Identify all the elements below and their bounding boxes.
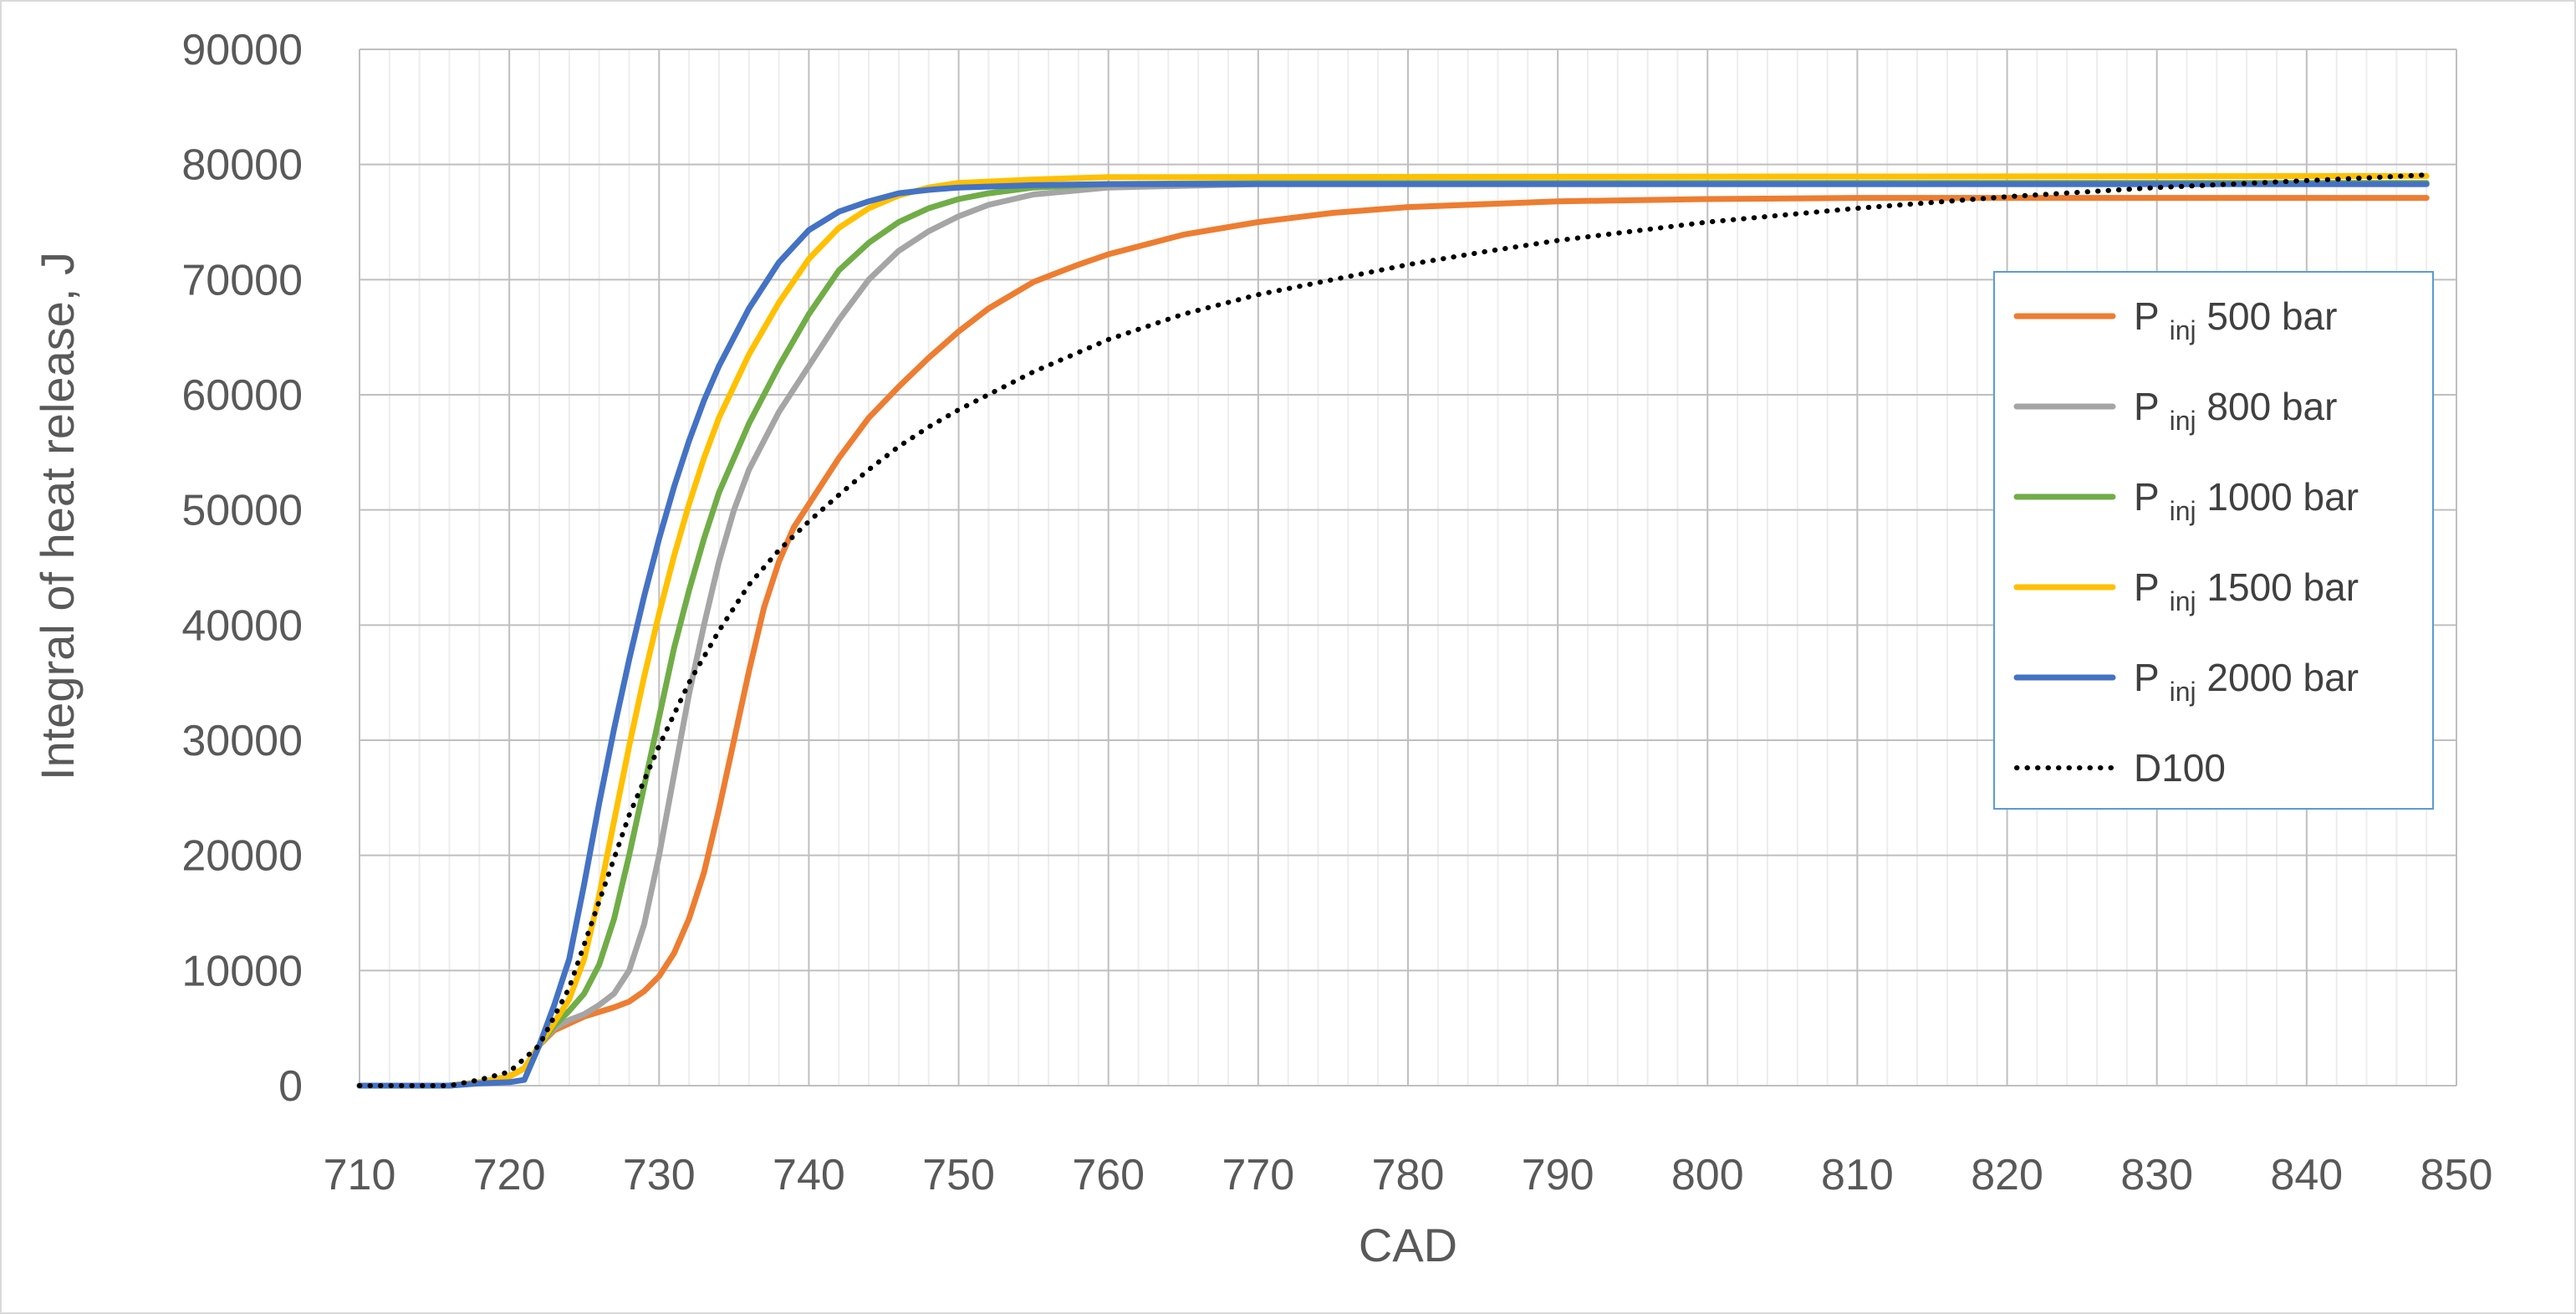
y-tick-label: 20000: [181, 832, 303, 881]
y-tick-label: 40000: [181, 601, 303, 650]
x-tick-label: 790: [1522, 1151, 1594, 1199]
x-tick-label: 850: [2420, 1151, 2493, 1199]
legend-box: [1993, 271, 2434, 810]
legend-items: P inj 500 bar P inj 800 bar P inj 1000 bar…: [2013, 294, 2359, 790]
x-tick-label: 800: [1671, 1151, 1744, 1199]
x-tick-label: 840: [2270, 1151, 2343, 1199]
x-tick-label: 770: [1222, 1151, 1294, 1199]
x-tick-label: 830: [2120, 1151, 2193, 1199]
x-tick-label: 810: [1821, 1151, 1894, 1199]
y-axis-tick-labels: 0 10000 20000 30000 40000 50000 60000 70000 8000…: [181, 26, 303, 1111]
legend-label: P inj 800 bar: [2134, 385, 2337, 436]
series-line: [357, 172, 2430, 1088]
minor-grid: [388, 49, 2428, 1086]
legend-label: P inj 1000 bar: [2134, 475, 2359, 526]
x-tick-label: 760: [1072, 1151, 1145, 1199]
x-tick-label: 740: [773, 1151, 845, 1199]
y-tick-label: 90000: [181, 26, 303, 74]
x-axis-title: CAD: [1359, 1219, 1457, 1271]
legend-label: P inj 500 bar: [2134, 294, 2337, 345]
y-tick-label: 70000: [181, 256, 303, 304]
legend-label: P inj 2000 bar: [2134, 656, 2359, 707]
legend-label: D100: [2134, 746, 2226, 790]
y-tick-label: 60000: [181, 371, 303, 420]
x-axis-tick-labels: 710 720 730 740 750 760 770 780 790 800 810 820 830 8…: [324, 1151, 2493, 1199]
legend-label: P inj 1500 bar: [2134, 565, 2359, 616]
x-tick-label: 720: [473, 1151, 546, 1199]
legend: P inj 500 bar P inj 800 bar P inj 1000 bar…: [1993, 271, 2434, 810]
x-tick-label: 820: [1971, 1151, 2043, 1199]
y-tick-label: 10000: [181, 947, 303, 995]
y-tick-label: 0: [278, 1062, 303, 1111]
x-tick-label: 710: [324, 1151, 396, 1199]
y-tick-label: 30000: [181, 717, 303, 765]
x-tick-label: 750: [922, 1151, 995, 1199]
x-tick-label: 780: [1372, 1151, 1445, 1199]
series-lines: [356, 172, 2430, 1089]
y-tick-label: 80000: [181, 141, 303, 190]
y-tick-label: 50000: [181, 487, 303, 535]
x-tick-label: 730: [623, 1151, 696, 1199]
y-axis-title: Integral of heat release, J: [31, 252, 84, 780]
series-line: [356, 181, 2430, 1089]
